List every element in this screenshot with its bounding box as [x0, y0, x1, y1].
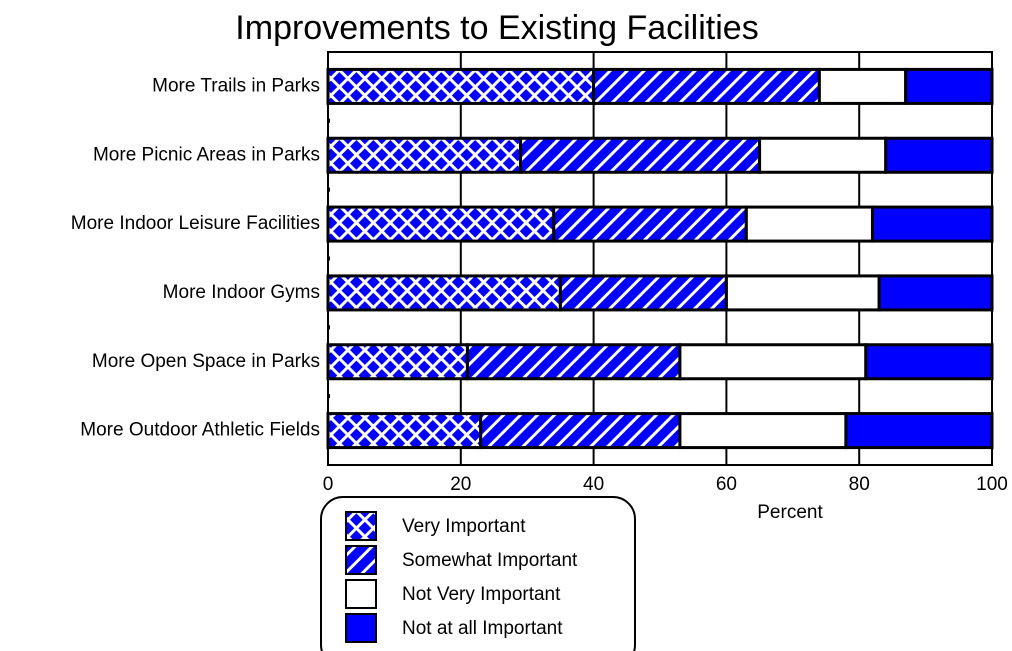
bar-segment [864, 343, 994, 381]
y-tick [327, 256, 330, 261]
y-tick [327, 118, 330, 123]
y-tick-label: More Indoor Gyms [163, 282, 320, 303]
bar-segment [758, 136, 888, 174]
bar-segment [326, 343, 469, 381]
chart-title: Improvements to Existing Facilities [235, 9, 758, 47]
bar-segment [479, 412, 682, 450]
y-tick-label: More Open Space in Parks [92, 351, 320, 372]
bar-segment [558, 274, 728, 312]
x-tick-label: 0 [323, 474, 334, 495]
bar-segment [552, 205, 748, 243]
bar-segment [904, 67, 994, 105]
legend-swatch [345, 613, 377, 643]
y-tick-label: More Picnic Areas in Parks [93, 144, 320, 165]
legend-label: Very Important [402, 516, 526, 537]
bar-segment [744, 205, 874, 243]
x-tick-label: 60 [716, 474, 737, 495]
legend-box [320, 496, 636, 651]
bar-segment [870, 205, 994, 243]
x-tick-label: 80 [849, 474, 870, 495]
x-axis-label: Percent [757, 502, 823, 523]
bar-segment [326, 205, 556, 243]
bar-segment [465, 343, 682, 381]
y-tick-label: More Trails in Parks [152, 75, 320, 96]
bar-segment [326, 136, 523, 174]
legend-label: Not Very Important [402, 584, 561, 605]
x-tick-label: 40 [583, 474, 604, 495]
bar-segment [844, 412, 994, 450]
bar-segment [877, 274, 994, 312]
bar-segment [326, 274, 562, 312]
bar-segment [724, 274, 881, 312]
bar-segment [519, 136, 762, 174]
legend-swatch [345, 579, 377, 609]
x-tick-label: 20 [450, 474, 471, 495]
plot-frame [327, 51, 993, 466]
y-tick-label: More Indoor Leisure Facilities [71, 213, 320, 234]
bar-segment [592, 67, 821, 105]
legend-swatch [345, 545, 377, 575]
bar-segment [326, 67, 596, 105]
bar-segment [817, 67, 908, 105]
y-tick [327, 325, 330, 330]
bar-segment [884, 136, 994, 174]
y-tick-label: More Outdoor Athletic Fields [80, 420, 320, 441]
x-tick-label: 100 [976, 474, 1008, 495]
bar-segment [678, 412, 848, 450]
legend-swatch [345, 511, 377, 541]
legend-label: Somewhat Important [402, 550, 578, 571]
y-tick [327, 187, 330, 192]
bar-segment [678, 343, 868, 381]
bar-segment [326, 412, 483, 450]
legend-label: Not at all Important [402, 618, 563, 639]
y-tick [327, 394, 330, 399]
